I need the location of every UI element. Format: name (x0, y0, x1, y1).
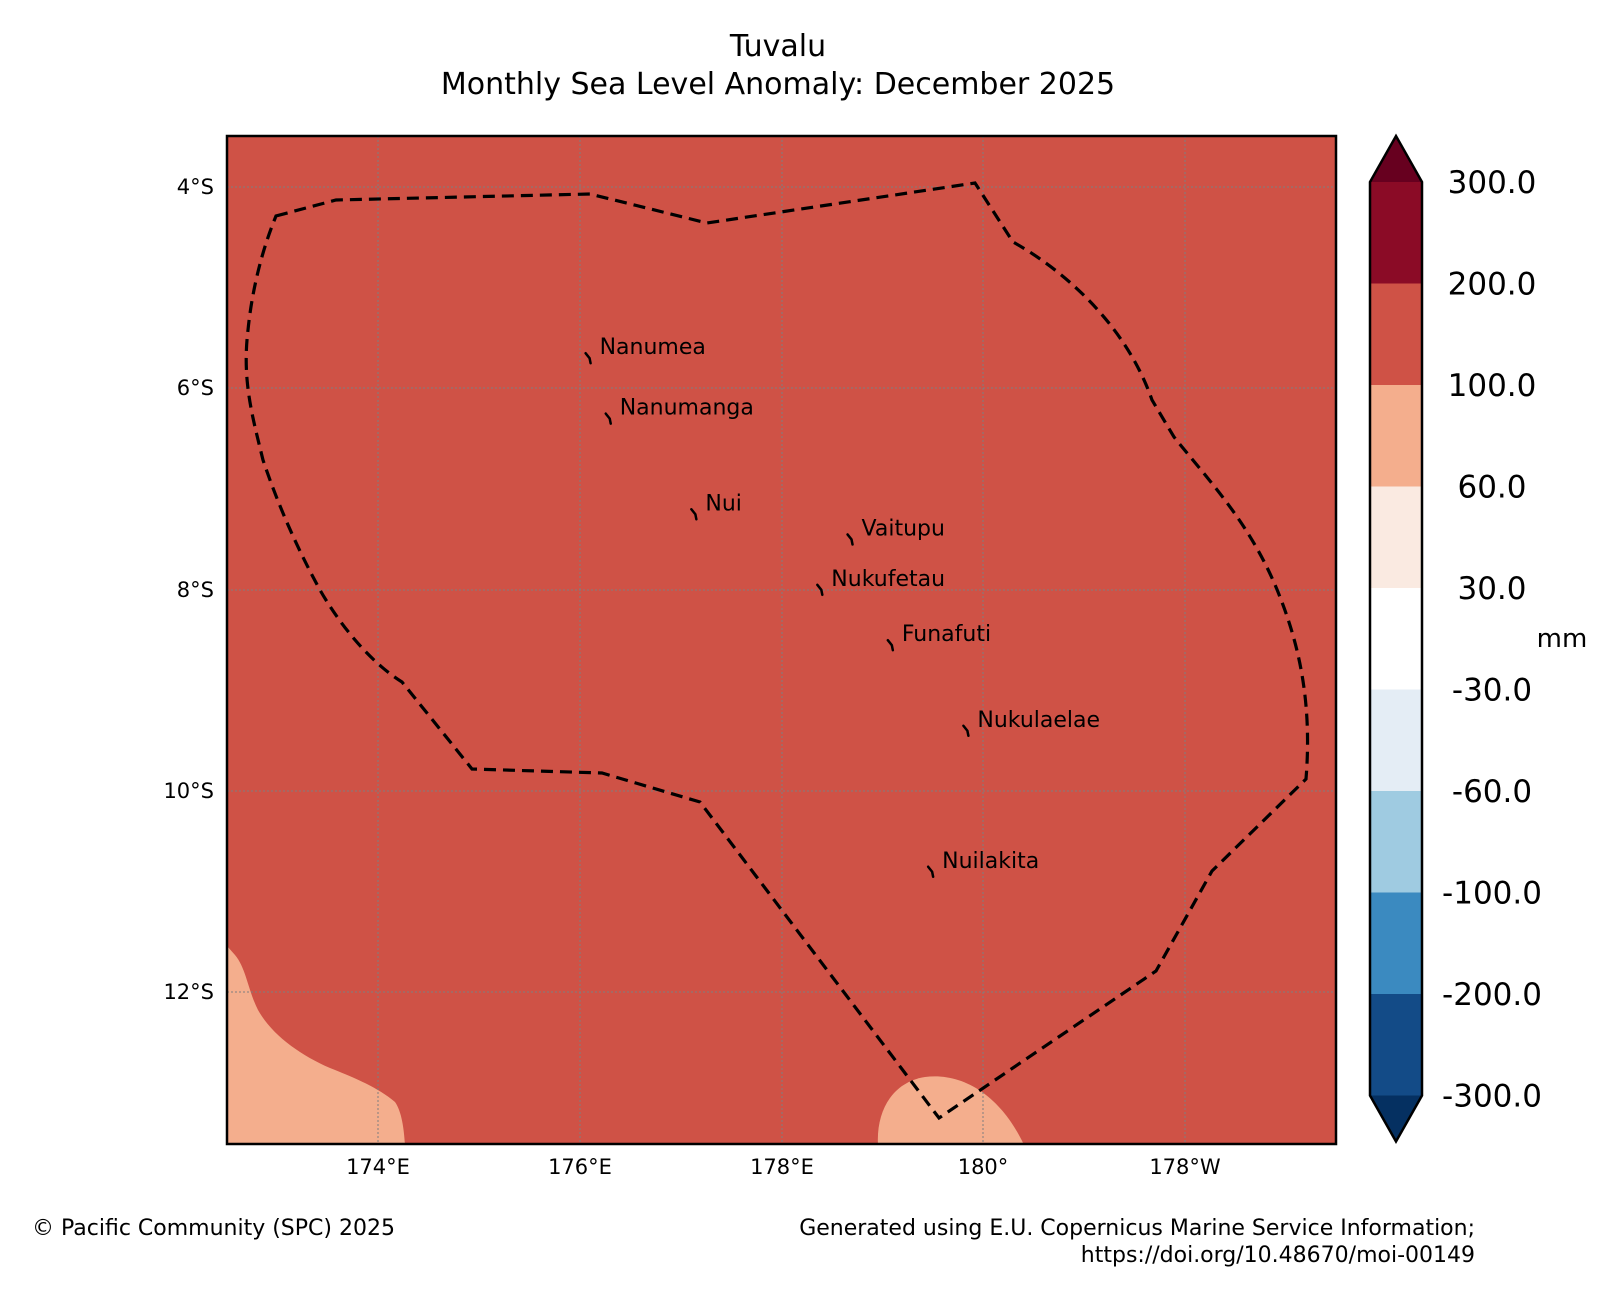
island-label: Nanumanga (620, 396, 754, 421)
colorbar-tick-label: 300.0 (1448, 165, 1537, 201)
colorbar-extend-top (1370, 136, 1422, 182)
island-funafuti: Funafuti (886, 622, 991, 652)
credit-text-line2: https://doi.org/10.48670/moi-00149 (1080, 1243, 1475, 1268)
colorbar-tick-label: 30.0 (1457, 571, 1526, 607)
eez-boundary (244, 181, 1310, 1121)
colorbar-tick-label: -300.0 (1442, 1079, 1542, 1115)
colorbar-segment (1370, 791, 1422, 893)
colorbar: 300.0 200.0 100.0 60.0 30.0 -30.0 -60.0 -100.0 -… (1368, 133, 1542, 1145)
lat-label: 10°S (163, 779, 214, 803)
island-nukulaelae: Nukulaelae (962, 708, 1100, 738)
island-vaitupu: Vaitupu (846, 516, 945, 546)
lat-label: 8°S (177, 578, 214, 602)
colorbar-segment (1370, 182, 1422, 284)
lat-label: 6°S (177, 376, 214, 400)
island-shape (816, 583, 824, 597)
lon-label: 178°E (750, 1155, 814, 1179)
lon-label: 180° (958, 1155, 1009, 1179)
island-label: Nuilakita (942, 849, 1039, 874)
island-nanumea: Nanumea (584, 335, 706, 365)
island-nuilakita: Nuilakita (926, 849, 1039, 879)
colorbar-tick-label: 60.0 (1457, 470, 1526, 506)
island-shape (584, 351, 592, 365)
island-shape (846, 533, 854, 546)
anomaly-field-light-southwest (227, 946, 405, 1144)
colorbar-segment (1370, 689, 1422, 792)
copyright-text: © Pacific Community (SPC) 2025 (32, 1216, 395, 1241)
island-shape (962, 724, 970, 738)
colorbar-tick-label: 200.0 (1448, 267, 1537, 303)
lon-label: 176°E (548, 1155, 612, 1179)
colorbar-segment (1370, 385, 1422, 487)
island-nukufetau: Nukufetau (816, 567, 945, 597)
colorbar-tick-label: -60.0 (1452, 774, 1532, 810)
colorbar-outline (1368, 133, 1424, 1145)
lon-label: 178°W (1149, 1155, 1221, 1179)
colorbar-tick-label: -100.0 (1442, 876, 1542, 912)
island-label: Nui (705, 491, 742, 516)
credit-text-line1: Generated using E.U. Copernicus Marine S… (799, 1216, 1475, 1241)
island-shape (690, 508, 698, 521)
island-shape (926, 865, 935, 879)
island-label: Funafuti (902, 622, 991, 647)
colorbar-tick-label: 100.0 (1448, 368, 1537, 404)
colorbar-tick-label: -30.0 (1452, 673, 1532, 709)
latitude-axis: 4°S 6°S 8°S 10°S 12°S (163, 175, 214, 1004)
colorbar-segment (1370, 994, 1422, 1096)
colorbar-extend-bottom (1370, 1095, 1422, 1142)
island-label: Vaitupu (862, 516, 945, 541)
island-nanumanga: Nanumanga (604, 396, 754, 425)
colorbar-segment (1370, 892, 1422, 995)
island-shape (886, 638, 895, 652)
island-label: Nanumea (600, 335, 706, 360)
map-title: Tuvalu (729, 29, 826, 64)
graticule (227, 136, 1336, 1144)
lat-label: 12°S (163, 980, 214, 1004)
island-label: Nukufetau (831, 567, 945, 592)
island-shape (604, 412, 612, 425)
island-nui: Nui (690, 491, 742, 521)
longitude-axis: 174°E 176°E 178°E 180° 178°W (346, 1155, 1221, 1179)
colorbar-segment (1370, 486, 1422, 589)
colorbar-tick-label: -200.0 (1442, 977, 1542, 1013)
colorbar-segment (1370, 588, 1422, 690)
map-frame (225, 134, 1338, 1146)
lon-label: 174°E (346, 1155, 410, 1179)
islands-layer: Nanumea Nanumanga Nui Vaitupu Nukufetau Funaf… (584, 335, 1100, 879)
lat-label: 4°S (177, 175, 214, 199)
colorbar-segment (1370, 283, 1422, 386)
colorbar-unit-label: mm (1537, 624, 1588, 654)
map-subtitle: Monthly Sea Level Anomaly: December 2025 (441, 67, 1115, 102)
island-label: Nukulaelae (977, 708, 1100, 733)
